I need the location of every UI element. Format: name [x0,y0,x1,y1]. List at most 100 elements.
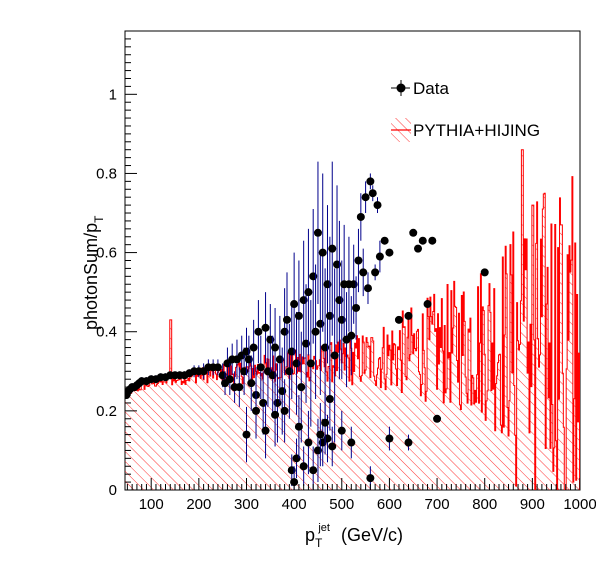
data-point-marker [385,435,393,443]
data-point [395,316,403,324]
y-tick-label: 1 [109,86,117,103]
data-point-marker [250,344,258,352]
x-tick-label: 1000 [563,496,596,513]
data-point-marker [369,189,377,197]
x-axis-title-unit: (GeV/c) [341,525,403,545]
data-point-marker [362,193,370,201]
x-axis-title-main: p [305,525,315,545]
data-point-marker [364,284,372,292]
legend-item-pythia-hijing: PYTHIA+HIJING [391,118,540,142]
data-point-marker [271,411,279,419]
x-tick-label: 200 [186,496,211,513]
data-point-marker [307,359,315,367]
data-point-marker [481,268,489,276]
data-point-marker [328,442,336,450]
data-point-marker [381,237,389,245]
data-point-marker [419,237,427,245]
data-point [371,264,379,280]
data-point [362,181,370,213]
data-point-marker [319,249,327,257]
data-point-marker [331,351,339,359]
data-point-marker [316,431,324,439]
data-point [424,300,432,308]
data-point-marker [226,375,234,383]
x-axis-title-sub: T [315,536,323,550]
data-point-marker [254,328,262,336]
data-point-marker [357,213,365,221]
data-point-marker [404,312,412,320]
y-tick-label: 0.8 [96,165,117,182]
legend-item-data: Data [391,79,449,98]
data-point [481,268,489,276]
data-point [376,241,384,273]
legend-marker-data [397,84,406,93]
y-tick-label: 0 [109,482,117,499]
data-point [419,237,427,245]
data-point-marker [359,268,367,276]
x-axis-title: pTjet (GeV/c) [305,522,403,550]
data-point-marker [395,316,403,324]
data-point-marker [321,419,329,427]
data-point-marker [366,177,374,185]
data-point-marker [295,423,303,431]
data-point-marker [309,466,317,474]
data-point-marker [295,312,303,320]
x-tick-label: 500 [329,496,354,513]
data-point-marker [374,201,382,209]
data-point-marker [262,427,270,435]
svg-text:photonSum/pT: photonSum/pT [81,215,106,330]
legend: Data PYTHIA+HIJING [391,79,540,142]
data-point [433,415,441,423]
data-point [404,312,412,320]
data-point-marker [242,431,250,439]
y-axis-title-main: photonSum/p [81,223,101,330]
legend-label-pythia-hijing: PYTHIA+HIJING [413,121,540,140]
data-point-marker [347,332,355,340]
data-point-marker [338,427,346,435]
data-point-marker [354,257,362,265]
data-point [385,249,393,257]
data-point [409,229,417,237]
data-point-marker [424,300,432,308]
data-point-marker [214,363,222,371]
data-point-marker [283,316,291,324]
data-point [381,237,389,245]
data-point-marker [326,395,334,403]
y-tick-label: 0.2 [96,403,117,420]
y-axis-title-sub: T [92,215,106,223]
data-point-marker [304,288,312,296]
data-point-marker [433,415,441,423]
x-axis-title-sup: jet [317,522,330,534]
x-tick-label: 400 [282,496,307,513]
data-point-marker [385,249,393,257]
data-point [414,245,422,253]
legend-label-data: Data [413,79,449,98]
data-point-marker [257,363,265,371]
data-point-marker [376,253,384,261]
data-point-marker [271,344,279,352]
data-point [374,197,382,213]
data-point-marker [252,407,260,415]
data-point-marker [235,383,243,391]
data-point-marker [347,439,355,447]
data-point-marker [262,324,270,332]
data-point-marker [352,304,360,312]
x-tick-label: 100 [139,496,164,513]
data-point-marker [428,237,436,245]
data-point-marker [328,245,336,253]
data-point [428,237,436,245]
data-point-marker [300,462,308,470]
y-axis-title: photonSum/pT [81,215,106,330]
x-tick-label: 900 [520,496,545,513]
x-tick-label: 600 [377,496,402,513]
data-point-marker [414,245,422,253]
data-point-marker [371,268,379,276]
data-point-marker [304,439,312,447]
data-point-marker [297,383,305,391]
data-point-marker [247,379,255,387]
data-point-marker [290,300,298,308]
data-point-marker [314,229,322,237]
data-point-marker [404,439,412,447]
data-point-marker [366,474,374,482]
